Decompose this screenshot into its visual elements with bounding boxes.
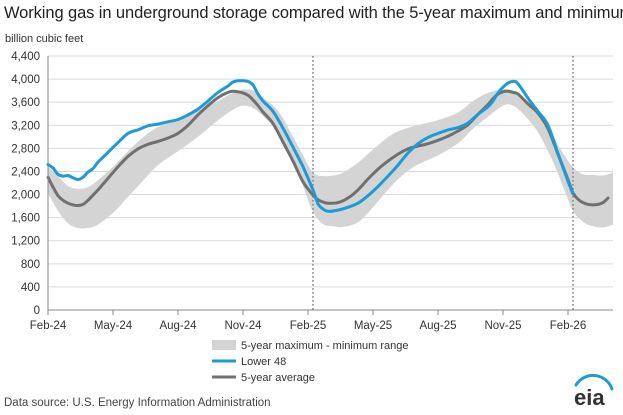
x-tick-label: Aug-24 bbox=[159, 320, 197, 332]
y-tick-label: 0 bbox=[34, 305, 40, 317]
data-source-note: Data source: U.S. Energy Information Adm… bbox=[4, 397, 271, 409]
y-tick-label: 1,600 bbox=[11, 213, 40, 225]
y-tick-label: 2,800 bbox=[11, 143, 40, 155]
x-tick-label: Feb-25 bbox=[290, 320, 326, 332]
y-tick-label: 2,000 bbox=[11, 190, 40, 202]
legend-range-swatch bbox=[212, 340, 236, 350]
y-tick-label: 800 bbox=[21, 259, 40, 271]
legend-average-label: 5-year average bbox=[241, 372, 315, 384]
y-tick-label: 2,400 bbox=[11, 166, 40, 178]
x-tick-label: May-25 bbox=[354, 320, 392, 332]
y-axis-unit-label: billion cubic feet bbox=[5, 33, 84, 45]
eia-logo: eia bbox=[568, 372, 616, 410]
y-tick-label: 400 bbox=[21, 282, 40, 294]
x-tick-label: Feb-24 bbox=[30, 320, 67, 332]
x-tick-label: May-24 bbox=[94, 320, 133, 332]
x-tick-label: Nov-24 bbox=[224, 320, 262, 332]
range-band-layer bbox=[48, 89, 613, 229]
y-tick-label: 3,600 bbox=[11, 97, 40, 109]
y-tick-labels: 0 400 800 1,200 1,600 2,000 2,400 2,800 3,200 3,6… bbox=[11, 51, 40, 317]
legend: 5-year maximum - minimum range Lower 48 … bbox=[212, 340, 408, 384]
axes bbox=[47, 56, 613, 311]
chart-title: Working gas in underground storage compa… bbox=[4, 4, 623, 22]
y-tick-label: 4,400 bbox=[11, 51, 40, 63]
y-tick-label: 3,200 bbox=[11, 120, 40, 132]
legend-range-label: 5-year maximum - minimum range bbox=[241, 340, 408, 352]
lower48-line bbox=[46, 79, 575, 213]
series-layer bbox=[46, 79, 610, 213]
five-year-average-line bbox=[46, 89, 610, 208]
x-tick-label: Feb-26 bbox=[550, 320, 586, 332]
y-tick-label: 1,200 bbox=[11, 236, 40, 248]
x-tick-label: Nov-25 bbox=[484, 320, 521, 332]
eia-logo-wordmark: eia bbox=[574, 385, 605, 410]
range-band bbox=[48, 89, 613, 229]
x-tick-label: Aug-25 bbox=[419, 320, 456, 332]
legend-lower48-label: Lower 48 bbox=[241, 356, 286, 368]
grid-lines bbox=[48, 55, 613, 288]
y-tick-label: 4,000 bbox=[11, 74, 40, 86]
x-tick-labels: Feb-24 May-24 Aug-24 Nov-24 Feb-25 May-25 Aug-… bbox=[30, 310, 586, 332]
